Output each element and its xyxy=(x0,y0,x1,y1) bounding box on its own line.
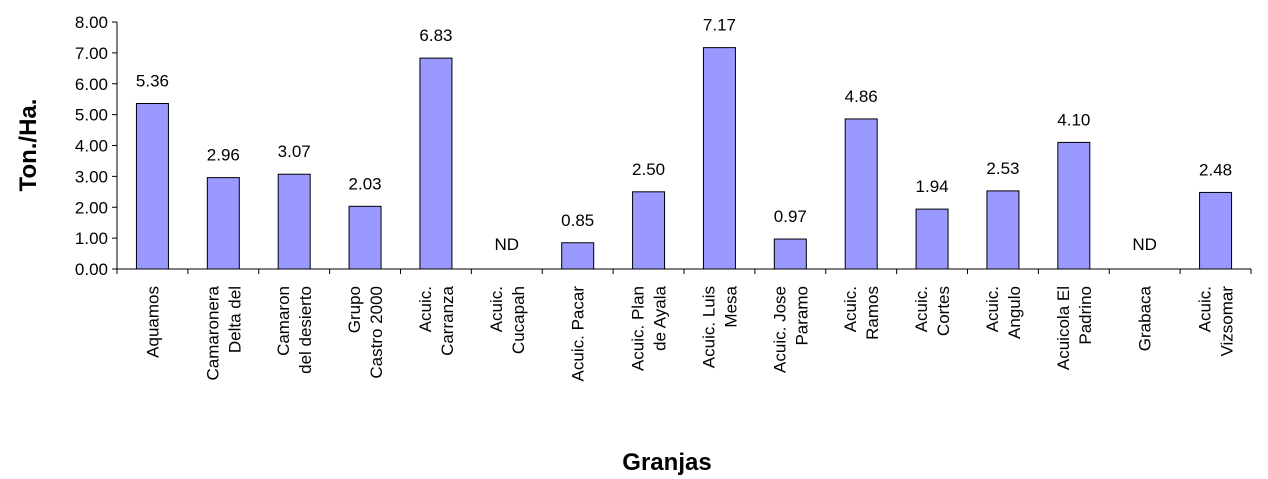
y-tick-label: 4.00 xyxy=(75,137,108,156)
x-category-label-line: Grupo xyxy=(345,286,364,333)
data-label: 2.96 xyxy=(207,146,240,165)
y-tick-label: 7.00 xyxy=(75,44,108,63)
y-axis-title: Ton./Ha. xyxy=(15,99,42,192)
bar xyxy=(702,47,736,270)
y-tick-label: 1.00 xyxy=(75,229,108,248)
x-category-label: Acuic. Luis Mesa xyxy=(699,285,740,368)
bar xyxy=(632,191,666,270)
data-labels: 5.36 2.96 3.07 2.03 6.83 ND 0.85 2.50 7.17 0.97 4.… xyxy=(136,16,1232,254)
data-label: 4.10 xyxy=(1057,110,1090,129)
data-label: 0.85 xyxy=(561,211,594,230)
x-category-label-line: Acuic. xyxy=(912,286,931,332)
x-category-label-line: del desierto xyxy=(296,286,315,374)
y-tick-label: 2.00 xyxy=(75,198,108,217)
x-category-label-line: Acuic. xyxy=(487,286,506,332)
data-label: 2.03 xyxy=(349,174,382,193)
x-category-label-line: Grabaca xyxy=(1136,285,1155,351)
x-category-label-line: Acuic. xyxy=(1196,286,1215,332)
data-label: ND xyxy=(495,235,520,254)
x-category-label: Acuic. Pacar xyxy=(569,286,588,382)
x-category-label-line: Camaronera xyxy=(203,285,222,380)
x-category-label-line: Mesa xyxy=(721,285,740,327)
bar xyxy=(135,103,169,270)
bar xyxy=(986,190,1020,270)
x-category-label-line: Acuic. xyxy=(416,286,435,332)
x-axis: Aquamos Camaronera Delta del Camaron del des… xyxy=(116,268,1252,382)
x-category-label: Camaronera Delta del xyxy=(203,285,244,380)
x-category-label-line: Cortes xyxy=(934,286,953,336)
x-category-label-line: Acuic. Jose xyxy=(770,286,789,373)
x-category-label: Acuic. Cortes xyxy=(912,286,953,336)
x-category-label: Acuic. Jose Paramo xyxy=(770,286,811,373)
bar xyxy=(773,238,807,270)
y-tick-label: 0.00 xyxy=(75,260,108,279)
y-tick-label: 5.00 xyxy=(75,106,108,125)
x-category-label-line: Acuic. Luis xyxy=(699,286,718,368)
bar xyxy=(1057,141,1091,270)
x-category-label-line: Castro 2000 xyxy=(367,286,386,379)
x-category-label: Camaron del desierto xyxy=(274,286,315,374)
x-category-label: Acuicola El Padrino xyxy=(1054,286,1095,370)
x-category-label: Grupo Castro 2000 xyxy=(345,286,386,379)
data-label: 5.36 xyxy=(136,72,169,91)
x-category-label-line: Ramos xyxy=(863,286,882,340)
x-category-label: Grabaca xyxy=(1136,285,1155,351)
data-label: 4.86 xyxy=(845,87,878,106)
data-label: 6.83 xyxy=(419,26,452,45)
bar xyxy=(277,173,311,270)
bar xyxy=(1199,191,1233,270)
x-category-label-line: de Ayala xyxy=(651,285,670,350)
y-tick-label: 8.00 xyxy=(75,13,108,32)
data-label: 2.48 xyxy=(1199,160,1232,179)
x-category-label: Acuic. Vizsomar xyxy=(1196,286,1237,357)
bar xyxy=(915,208,949,270)
x-category-label-line: Carranza xyxy=(438,285,457,355)
data-label: 7.17 xyxy=(703,16,736,35)
x-category-label-line: Acuicola El xyxy=(1054,286,1073,370)
x-category-label-line: Acuic. Plan xyxy=(629,286,648,371)
data-label: 0.97 xyxy=(774,207,807,226)
x-category-label: Acuic. Cucapah xyxy=(487,286,528,354)
x-category-label: Acuic. Plan de Ayala xyxy=(629,285,670,371)
x-category-label-line: Aquamos xyxy=(143,286,162,358)
bar xyxy=(419,57,453,270)
x-category-label: Acuic. Angulo xyxy=(983,286,1024,339)
x-category-label: Aquamos xyxy=(143,286,162,358)
x-category-label-line: Padrino xyxy=(1076,286,1095,345)
data-label: 3.07 xyxy=(278,142,311,161)
data-label: ND xyxy=(1132,235,1157,254)
x-category-label-line: Acuic. Pacar xyxy=(569,286,588,382)
data-label: 2.53 xyxy=(986,159,1019,178)
y-tick-label: 3.00 xyxy=(75,167,108,186)
bar xyxy=(844,118,878,270)
data-label: 2.50 xyxy=(632,160,665,179)
data-label: 1.94 xyxy=(916,177,949,196)
bar xyxy=(206,177,240,270)
x-category-label: Acuic. Ramos xyxy=(841,286,882,340)
x-category-label-line: Vizsomar xyxy=(1218,286,1237,357)
x-category-label-line: Paramo xyxy=(792,286,811,346)
x-axis-title: Granjas xyxy=(622,449,711,476)
y-tick-label: 6.00 xyxy=(75,75,108,94)
y-axis: 0.00 1.00 2.00 3.00 4.00 5.00 6.00 7.00 8.00 xyxy=(75,13,118,279)
x-category-label-line: Camaron xyxy=(274,286,293,356)
x-category-label-line: Acuic. xyxy=(983,286,1002,332)
x-category-label: Acuic. Carranza xyxy=(416,285,457,355)
x-category-label-line: Angulo xyxy=(1005,286,1024,339)
x-category-label-line: Cucapah xyxy=(509,286,528,354)
bar xyxy=(348,205,382,270)
bar xyxy=(561,242,595,270)
x-category-label-line: Acuic. xyxy=(841,286,860,332)
x-category-label-line: Delta del xyxy=(225,286,244,353)
